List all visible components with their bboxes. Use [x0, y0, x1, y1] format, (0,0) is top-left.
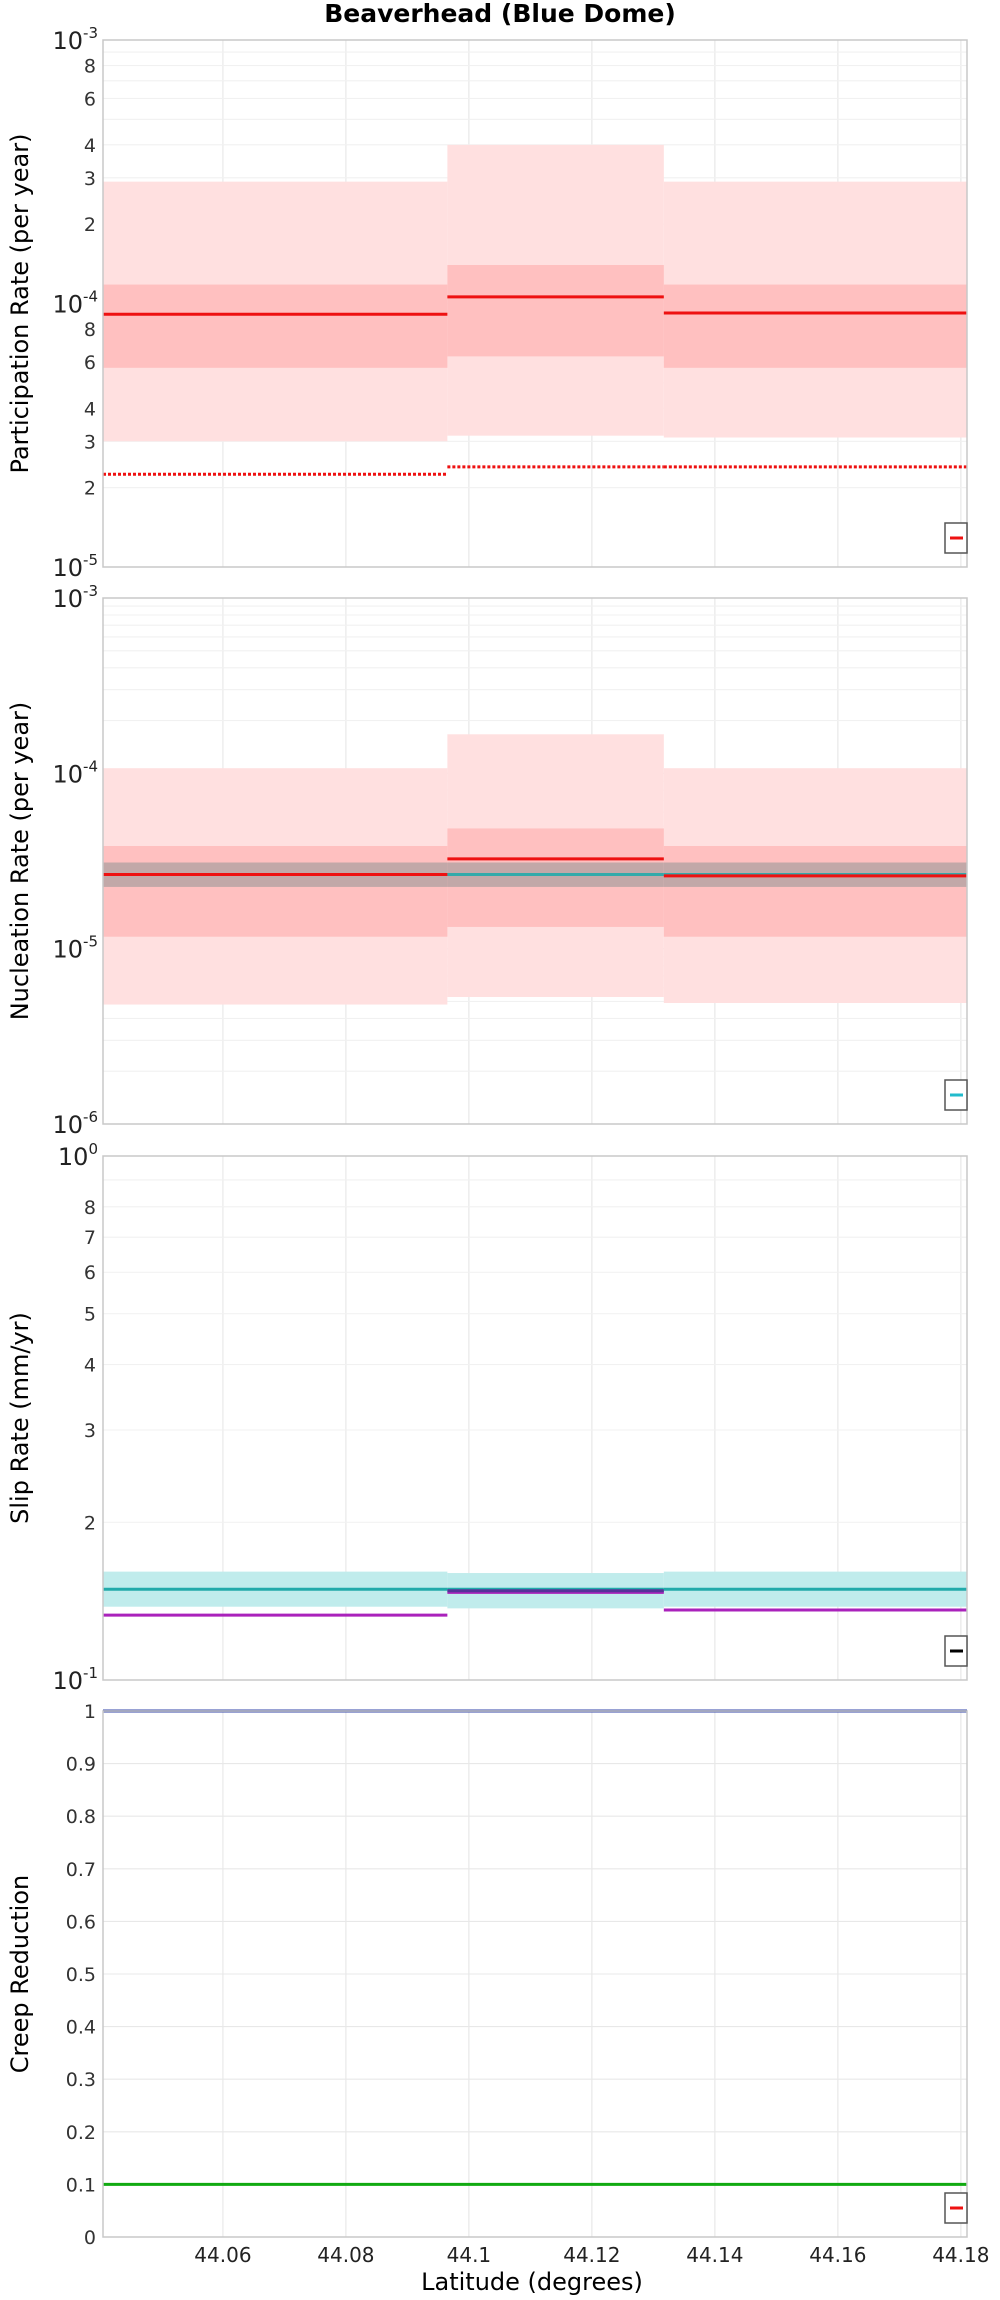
- y-tick-label: 10-1: [52, 1664, 98, 1695]
- y-tick-labels: 10-6 10-5 10-4 10-3: [52, 582, 98, 1139]
- plot-frame: [102, 1155, 968, 1681]
- y-tick-label: 3: [84, 431, 96, 453]
- y-tick-label: 8: [84, 1197, 96, 1219]
- y-axis-label: Slip Rate (mm/yr): [6, 1312, 34, 1524]
- y-tick-label: 10-3: [52, 582, 98, 613]
- y-axis-label: Creep Reduction: [6, 1875, 34, 2073]
- y-tick-label: 6: [84, 88, 96, 110]
- y-tick-label: 0.1: [66, 2174, 96, 2196]
- band-inner-band: [663, 846, 967, 937]
- legend: [944, 1635, 968, 1667]
- y-tick-label: 4: [84, 1355, 96, 1377]
- y-tick-label: 0.3: [66, 2069, 96, 2091]
- y-tick-label: 8: [84, 56, 96, 78]
- y-tick-label: 6: [84, 1262, 96, 1284]
- band-inner-band: [103, 284, 448, 368]
- grid: [103, 1710, 967, 2238]
- y-tick-label: 0.6: [66, 1911, 96, 1933]
- y-tick-label: 1: [84, 1701, 96, 1723]
- legend: [944, 2192, 968, 2224]
- y-tick-label: 100: [58, 1140, 98, 1171]
- panels: 10-5 10-4 10-3 2 3 4 6 8 2 3 4 6 8 Participation Rate…: [6, 24, 989, 2267]
- x-tick-label: 44.06: [194, 2243, 251, 2267]
- y-tick-label: 0.8: [66, 1806, 96, 1828]
- x-tick-label: 44.12: [563, 2243, 620, 2267]
- y-tick-labels: 10-5 10-4 10-3 2 3 4 6 8 2 3 4 6 8: [52, 24, 98, 582]
- legend: [944, 522, 968, 554]
- legend: [944, 1079, 968, 1111]
- y-tick-label: 10-5: [52, 551, 98, 582]
- y-tick-label: 10-6: [52, 1108, 98, 1139]
- y-tick-label: 10-4: [52, 757, 98, 788]
- y-tick-label: 10-4: [52, 288, 98, 319]
- figure-title: Beaverhead (Blue Dome): [324, 0, 676, 28]
- y-tick-labels: 0 0.1 0.2 0.3 0.4 0.5 0.6 0.7 0.8 0.9 1: [66, 1701, 96, 2249]
- x-tick-label: 44.18: [932, 2243, 989, 2267]
- x-tick-label: 44.16: [809, 2243, 866, 2267]
- band-inner-band: [663, 284, 967, 368]
- y-tick-label: 10-3: [52, 24, 98, 55]
- panel-4: 0 0.1 0.2 0.3 0.4 0.5 0.6 0.7 0.8 0.9 1 Creep Reduc…: [6, 1701, 968, 2249]
- x-axis-label: Latitude (degrees): [421, 2268, 643, 2296]
- band-inner-band: [447, 264, 664, 357]
- band-inner-band: [103, 846, 448, 937]
- y-tick-label: 5: [84, 1304, 96, 1326]
- y-tick-label: 0.9: [66, 1754, 96, 1776]
- y-tick-label: 8: [84, 319, 96, 341]
- y-tick-label: 0.4: [66, 2017, 96, 2039]
- plot-frame: [102, 597, 968, 1125]
- y-tick-label: 0: [84, 2227, 96, 2249]
- y-tick-label: 4: [84, 398, 96, 420]
- y-tick-labels: 10-1 100 2 3 4 5 6 7 8: [52, 1140, 98, 1695]
- plot-frame: [102, 1710, 968, 2238]
- panel-1: 10-5 10-4 10-3 2 3 4 6 8 2 3 4 6 8 Participation Rate…: [6, 24, 968, 582]
- y-tick-label: 2: [84, 478, 96, 500]
- y-tick-label: 0.5: [66, 1964, 96, 1986]
- y-tick-label: 3: [84, 1420, 96, 1442]
- y-tick-label: 2: [84, 214, 96, 236]
- y-tick-label: 6: [84, 352, 96, 374]
- panel-2: 10-6 10-5 10-4 10-3 Nucleation Rate (per yea…: [6, 582, 968, 1139]
- plot-frame: [102, 39, 968, 568]
- x-tick-label: 44.1: [447, 2243, 492, 2267]
- x-tick-labels: 44.06 44.08 44.1 44.12 44.14 44.16 44.18: [194, 2243, 989, 2267]
- y-tick-label: 3: [84, 168, 96, 190]
- y-tick-label: 0.7: [66, 1859, 96, 1881]
- y-tick-label: 2: [84, 1512, 96, 1534]
- y-axis-label: Nucleation Rate (per year): [6, 702, 34, 1021]
- y-tick-label: 0.2: [66, 2122, 96, 2144]
- x-tick-label: 44.14: [686, 2243, 743, 2267]
- y-tick-label: 10-5: [52, 933, 98, 964]
- y-tick-label: 7: [84, 1227, 96, 1249]
- x-tick-label: 44.08: [317, 2243, 374, 2267]
- panel-3: 10-1 100 2 3 4 5 6 7 8 Slip Rate (mm/yr): [6, 1140, 968, 1695]
- y-tick-label: 4: [84, 135, 96, 157]
- y-axis-label: Participation Rate (per year): [6, 134, 34, 474]
